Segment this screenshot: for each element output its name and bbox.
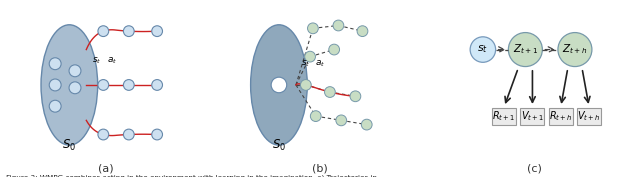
Text: $S_0$: $S_0$ bbox=[272, 138, 286, 153]
Text: $Z_{t+h}$: $Z_{t+h}$ bbox=[563, 43, 588, 56]
Circle shape bbox=[357, 26, 368, 36]
Circle shape bbox=[124, 129, 134, 140]
Text: (c): (c) bbox=[527, 164, 542, 174]
Circle shape bbox=[49, 100, 61, 112]
Circle shape bbox=[152, 80, 163, 90]
Circle shape bbox=[124, 26, 134, 36]
Text: $R_{t+1}$: $R_{t+1}$ bbox=[492, 109, 516, 123]
Text: $V_{t+1}$: $V_{t+1}$ bbox=[521, 109, 544, 123]
Text: $a_t$: $a_t$ bbox=[315, 58, 325, 69]
Circle shape bbox=[470, 37, 495, 62]
Text: $S_0$: $S_0$ bbox=[62, 138, 76, 153]
FancyBboxPatch shape bbox=[520, 108, 545, 125]
FancyBboxPatch shape bbox=[577, 108, 601, 125]
Circle shape bbox=[152, 129, 163, 140]
Circle shape bbox=[69, 65, 81, 77]
Circle shape bbox=[49, 79, 61, 91]
Circle shape bbox=[98, 80, 109, 90]
Circle shape bbox=[508, 33, 542, 67]
Text: $R_{t+h}$: $R_{t+h}$ bbox=[549, 109, 573, 123]
Ellipse shape bbox=[251, 25, 307, 145]
Text: (a): (a) bbox=[98, 164, 113, 174]
Circle shape bbox=[305, 51, 316, 62]
Circle shape bbox=[558, 33, 592, 67]
Circle shape bbox=[310, 111, 321, 121]
Text: $a_t$: $a_t$ bbox=[107, 56, 117, 66]
FancyBboxPatch shape bbox=[548, 108, 573, 125]
Circle shape bbox=[124, 80, 134, 90]
Circle shape bbox=[69, 82, 81, 94]
Circle shape bbox=[333, 20, 344, 31]
Circle shape bbox=[152, 26, 163, 36]
Circle shape bbox=[336, 115, 347, 126]
Circle shape bbox=[350, 91, 361, 102]
Text: $s_t$: $s_t$ bbox=[92, 56, 101, 66]
Text: (b): (b) bbox=[312, 164, 328, 174]
Circle shape bbox=[329, 44, 340, 55]
Circle shape bbox=[308, 23, 318, 34]
Text: $Z_{t+1}$: $Z_{t+1}$ bbox=[513, 43, 538, 56]
Circle shape bbox=[98, 129, 109, 140]
Circle shape bbox=[362, 119, 372, 130]
Text: $V_{t+h}$: $V_{t+h}$ bbox=[577, 109, 601, 123]
Text: $s_t$: $s_t$ bbox=[301, 58, 310, 69]
Ellipse shape bbox=[41, 25, 98, 145]
Text: Figure 3: WMPG combines acting in the environment with learning in the imaginati: Figure 3: WMPG combines acting in the en… bbox=[6, 174, 378, 177]
Circle shape bbox=[271, 77, 287, 93]
Circle shape bbox=[98, 26, 109, 36]
Circle shape bbox=[324, 87, 335, 97]
Text: $s_t$: $s_t$ bbox=[477, 44, 488, 55]
FancyBboxPatch shape bbox=[492, 108, 516, 125]
Circle shape bbox=[300, 80, 311, 90]
Circle shape bbox=[49, 58, 61, 70]
